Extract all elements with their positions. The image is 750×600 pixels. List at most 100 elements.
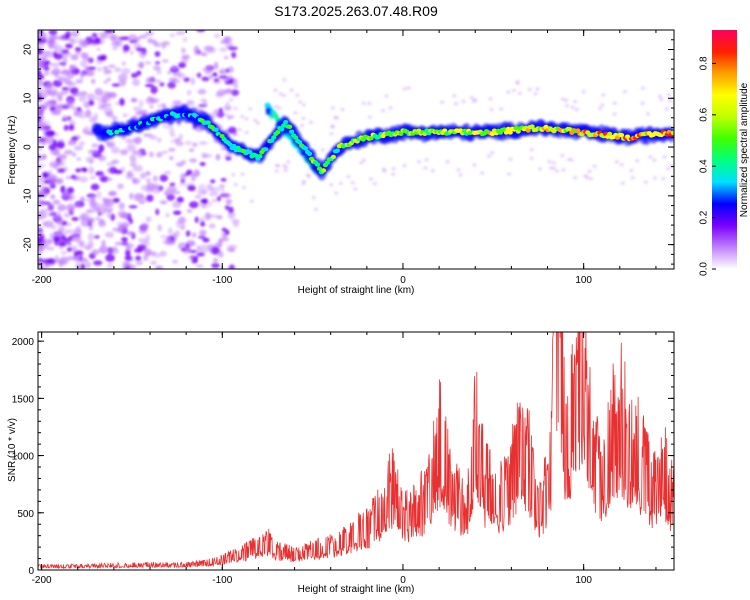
noise-blob [172,259,179,264]
noise-blob [100,90,110,99]
noise-blob [137,244,147,251]
faint-blob [330,125,335,129]
ridge-core [257,154,263,159]
faint-blob [340,107,345,112]
faint-blob [551,161,556,165]
noise-blob [57,94,63,102]
noise-blob [187,185,196,192]
ridge-core [503,130,509,135]
ridge-core [279,127,285,132]
noise-blob [169,33,176,38]
noise-blob [190,77,196,86]
noise-blob [169,182,176,187]
noise-blob [220,177,227,182]
noise-blob [196,252,206,257]
ridge-core [136,124,142,130]
faint-blob [346,175,351,179]
ridge-core [320,168,327,173]
noise-blob [152,79,162,84]
faint-blob [282,78,287,82]
noise-blob [175,30,186,36]
noise-blob [125,261,130,268]
noise-blob [84,130,93,136]
branch-blob [265,107,272,113]
noise-blob [124,266,131,269]
noise-blob [55,35,66,41]
noise-blob [125,173,135,180]
noise-blob [79,60,88,68]
faint-blob [527,87,532,92]
noise-blob [207,46,217,54]
faint-blob [666,93,671,97]
noise-blob [48,176,57,180]
noise-blob [132,178,141,185]
noise-blob [96,47,101,52]
noise-blob [95,217,100,221]
faint-blob [308,120,313,124]
branch-blob [264,102,271,108]
faint-blob [490,151,495,155]
noise-blob [135,47,146,51]
noise-blob [88,166,95,175]
noise-blob [227,211,236,220]
noise-blob [166,185,177,193]
noise-blob [186,101,195,107]
noise-blob [140,184,150,191]
noise-blob [128,205,138,209]
noise-blob [79,39,89,48]
noise-blob [38,257,43,264]
noise-blob [200,98,206,103]
noise-blob [179,173,186,181]
noise-blob [90,202,98,207]
ridge-core [567,127,573,132]
noise-blob [157,224,162,232]
noise-blob [98,248,105,253]
faint-blob [227,116,232,120]
noise-blob [144,83,154,88]
noise-blob [88,99,95,106]
noise-blob [106,77,112,82]
noise-blob [78,94,87,102]
snr-y-axis: 0 500 1000 1500 2000 [12,337,674,577]
noise-blob [167,71,172,75]
noise-blob [86,93,96,101]
noise-blob [227,66,234,73]
faint-blob [507,172,512,176]
faint-blob [480,171,485,175]
noise-blob [48,179,55,185]
noise-blob [39,185,47,192]
faint-blob [489,107,494,112]
noise-blob [70,174,77,180]
faint-blob [669,164,674,168]
ridge-core [263,146,269,152]
faint-blob [529,148,534,152]
noise-blob [161,59,169,63]
noise-blob [219,185,225,192]
noise-blob [122,44,130,52]
ridge-core [283,119,289,125]
y-tick-label: -20 [23,237,34,252]
noise-blob [205,65,212,69]
noise-blob [65,31,72,39]
noise-blob [97,153,104,161]
noise-blob [101,201,109,210]
faint-blob [659,97,664,102]
noise-blob [91,249,100,256]
noise-blob [38,189,47,196]
noise-blob [197,235,206,239]
noise-blob [90,183,100,191]
noise-blob [74,46,82,52]
faint-blob [587,169,592,173]
noise-blob [130,97,138,103]
noise-blob [46,246,55,251]
ridge-core [529,124,535,129]
noise-blob [160,235,167,239]
noise-blob [159,200,168,205]
noise-blob [70,106,78,110]
noise-blob [200,221,206,227]
noise-blob [111,115,118,121]
noise-blob [52,199,61,205]
faint-blob [388,106,393,110]
noise-blob [233,84,239,89]
noise-blob [189,201,199,209]
